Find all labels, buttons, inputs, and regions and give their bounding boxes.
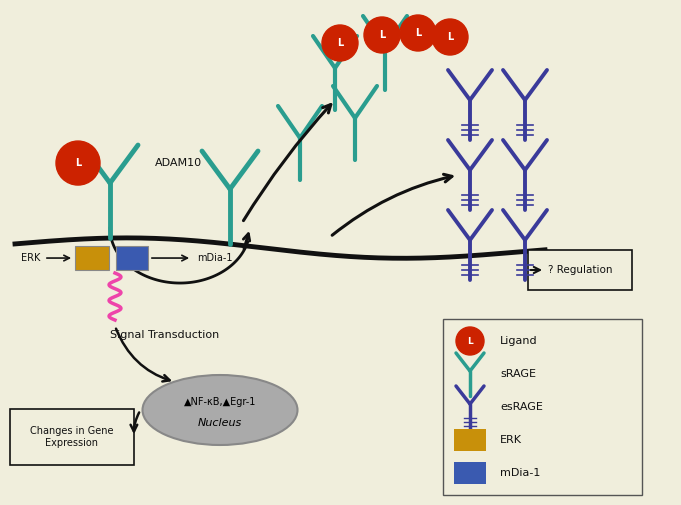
Text: Signal Transduction: Signal Transduction (110, 330, 220, 340)
FancyBboxPatch shape (528, 250, 632, 289)
Text: ADAM10: ADAM10 (155, 158, 202, 168)
Text: esRAGE: esRAGE (500, 402, 543, 412)
FancyBboxPatch shape (454, 429, 486, 451)
Text: L: L (337, 38, 343, 48)
FancyBboxPatch shape (443, 319, 642, 495)
Text: L: L (447, 32, 453, 42)
Circle shape (400, 15, 436, 51)
Text: L: L (379, 30, 385, 40)
FancyBboxPatch shape (454, 462, 486, 484)
Text: mDia-1: mDia-1 (197, 253, 232, 263)
Text: mDia-1: mDia-1 (500, 468, 541, 478)
Text: Changes in Gene
Expression: Changes in Gene Expression (30, 426, 114, 448)
Text: ? Regulation: ? Regulation (548, 265, 612, 275)
Text: ERK: ERK (20, 253, 40, 263)
Circle shape (56, 141, 100, 185)
Text: sRAGE: sRAGE (500, 369, 536, 379)
Circle shape (456, 327, 484, 355)
Text: L: L (467, 336, 473, 345)
Text: ▲NF-κB,▲Egr-1: ▲NF-κB,▲Egr-1 (184, 397, 256, 407)
Circle shape (432, 19, 468, 55)
Text: L: L (415, 28, 421, 38)
FancyBboxPatch shape (10, 409, 134, 465)
Text: Nucleus: Nucleus (198, 418, 242, 428)
FancyBboxPatch shape (116, 246, 148, 270)
FancyBboxPatch shape (75, 246, 109, 270)
Circle shape (322, 25, 358, 61)
Text: Ligand: Ligand (500, 336, 537, 346)
Text: L: L (75, 158, 81, 168)
Text: ERK: ERK (500, 435, 522, 445)
Ellipse shape (142, 375, 298, 445)
Circle shape (364, 17, 400, 53)
